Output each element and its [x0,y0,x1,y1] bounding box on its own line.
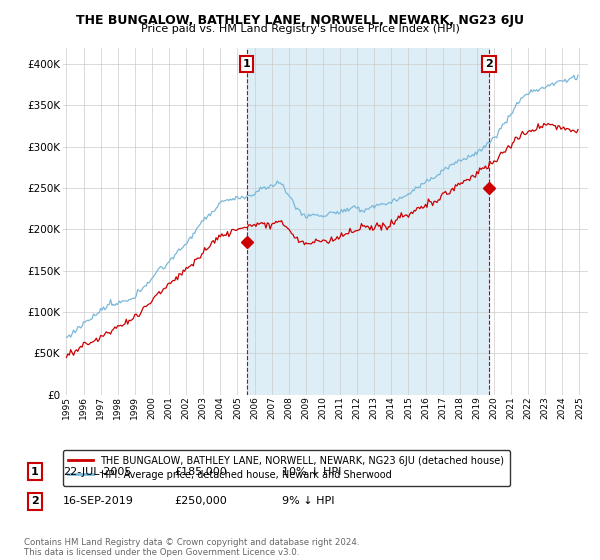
Text: 16-SEP-2019: 16-SEP-2019 [63,496,134,506]
Text: THE BUNGALOW, BATHLEY LANE, NORWELL, NEWARK, NG23 6JU: THE BUNGALOW, BATHLEY LANE, NORWELL, NEW… [76,14,524,27]
Text: 2: 2 [31,496,38,506]
Text: 9% ↓ HPI: 9% ↓ HPI [282,496,335,506]
Text: 1: 1 [31,466,38,477]
Text: 22-JUL-2005: 22-JUL-2005 [63,466,131,477]
Text: Contains HM Land Registry data © Crown copyright and database right 2024.
This d: Contains HM Land Registry data © Crown c… [24,538,359,557]
Text: 10% ↓ HPI: 10% ↓ HPI [282,466,341,477]
Text: £185,000: £185,000 [174,466,227,477]
Text: 1: 1 [243,59,251,69]
Text: 2: 2 [485,59,493,69]
Bar [247,48,489,395]
Text: Price paid vs. HM Land Registry's House Price Index (HPI): Price paid vs. HM Land Registry's House … [140,24,460,34]
Text: £250,000: £250,000 [174,496,227,506]
Legend: THE BUNGALOW, BATHLEY LANE, NORWELL, NEWARK, NG23 6JU (detached house), HPI: Ave: THE BUNGALOW, BATHLEY LANE, NORWELL, NEW… [62,450,511,486]
